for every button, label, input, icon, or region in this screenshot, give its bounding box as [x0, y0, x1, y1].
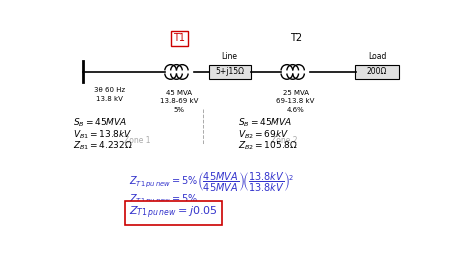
- Text: $S_B = 45MVA$: $S_B = 45MVA$: [73, 117, 128, 129]
- Text: 5+j15Ω: 5+j15Ω: [215, 68, 244, 76]
- Text: 25 MVA
69-13.8 kV
4.6%: 25 MVA 69-13.8 kV 4.6%: [276, 90, 315, 113]
- FancyBboxPatch shape: [356, 65, 399, 79]
- Text: Load: Load: [368, 52, 386, 61]
- Text: 3θ 60 Hz
13.8 kV: 3θ 60 Hz 13.8 kV: [94, 87, 125, 102]
- Text: $Z_{B1} = 4.232\Omega$: $Z_{B1} = 4.232\Omega$: [73, 140, 133, 152]
- Text: 200Ω: 200Ω: [367, 68, 387, 76]
- Text: T1: T1: [173, 33, 185, 43]
- Text: $Z_{B2} = 105.8\Omega$: $Z_{B2} = 105.8\Omega$: [237, 140, 298, 152]
- Text: Zone 2: Zone 2: [271, 136, 297, 145]
- FancyBboxPatch shape: [209, 65, 251, 79]
- Text: Line: Line: [222, 52, 238, 61]
- Text: $S_B = 45MVA$: $S_B = 45MVA$: [237, 117, 292, 129]
- Text: 45 MVA
13.8-69 kV
5%: 45 MVA 13.8-69 kV 5%: [160, 90, 199, 113]
- Text: $Z_{T1\,pu\,new} = 5\%\left(\dfrac{45MVA}{45MVA}\right)\!\left(\dfrac{13.8kV}{13: $Z_{T1\,pu\,new} = 5\%\left(\dfrac{45MVA…: [129, 171, 294, 194]
- Text: $V_{B1} = 13.8kV$: $V_{B1} = 13.8kV$: [73, 128, 133, 141]
- Text: $Z_{T1\,pu\,new} = j0.05$: $Z_{T1\,pu\,new} = j0.05$: [129, 205, 218, 221]
- Text: Zone 1: Zone 1: [124, 136, 150, 145]
- Text: $V_{B2} = 69kV$: $V_{B2} = 69kV$: [237, 128, 289, 141]
- Text: $Z_{T1\,pu\,new} = 5\%$: $Z_{T1\,pu\,new} = 5\%$: [129, 193, 199, 207]
- Text: T2: T2: [290, 33, 301, 43]
